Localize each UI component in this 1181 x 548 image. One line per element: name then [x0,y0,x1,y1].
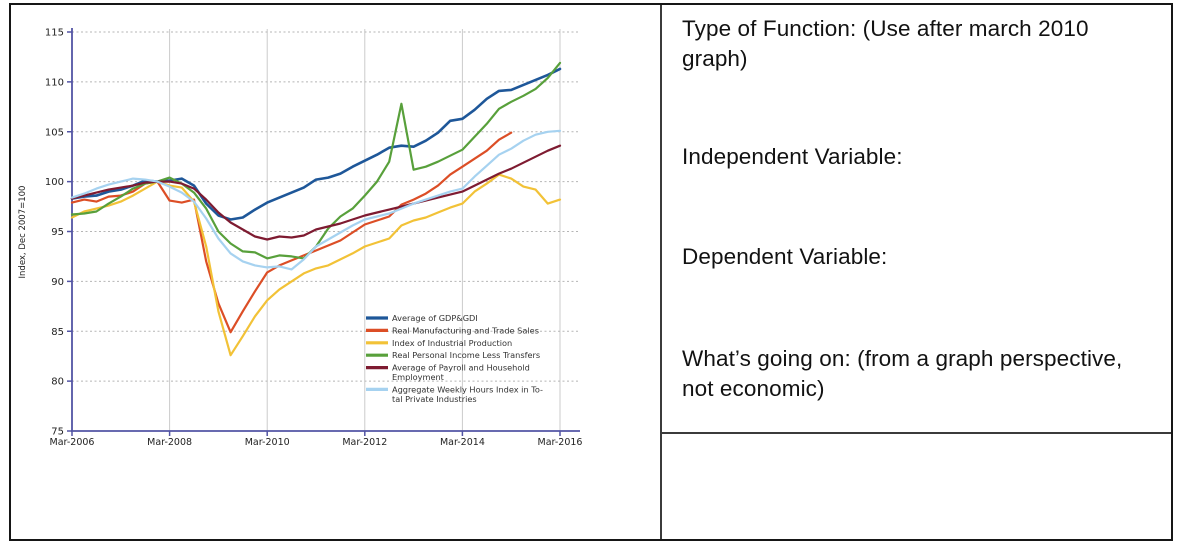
row-divider [662,432,1171,434]
series-line-1 [70,131,513,334]
svg-text:110: 110 [45,77,64,88]
series-line-4 [70,144,562,241]
series-lines [70,61,562,357]
svg-text:80: 80 [51,377,64,388]
svg-text:105: 105 [45,127,64,138]
legend-label-3: Real Personal Income Less Transfers [392,350,540,360]
worksheet-table: 75 80 85 90 95 100 105 110 115 Mar-2006 Mar-2008 Ma… [9,3,1173,541]
svg-text:115: 115 [45,28,64,39]
svg-text:85: 85 [51,327,64,338]
tick-labels: 75 80 85 90 95 100 105 110 115 Mar-2006 Mar-2008 Ma… [45,28,583,449]
series-line-2 [70,173,562,357]
question-whats-going-on: What’s going on: (from a graph perspecti… [682,346,1123,401]
svg-text:Mar-2012: Mar-2012 [342,437,387,448]
series-line-5 [70,129,562,271]
svg-text:Mar-2016: Mar-2016 [538,437,583,448]
legend-label-5: tal Private Industries [392,394,477,404]
chart-cell: 75 80 85 90 95 100 105 110 115 Mar-2006 Mar-2008 Ma… [11,5,660,539]
svg-text:95: 95 [51,227,64,238]
question-independent-variable: Independent Variable: [682,144,903,169]
economic-index-chart: 75 80 85 90 95 100 105 110 115 Mar-2006 Mar-2008 Ma… [18,28,583,449]
svg-text:75: 75 [51,427,64,438]
legend-label-4: Employment [392,372,445,382]
legend: Average of GDP&GDI Real Manufacturing and… [366,313,543,404]
legend-label-0: Average of GDP&GDI [392,313,478,323]
svg-text:90: 90 [51,277,64,288]
svg-text:Mar-2014: Mar-2014 [440,437,485,448]
questions-cell: Type of Function: (Use after march 2010 … [662,5,1171,539]
axes [67,28,580,436]
y-axis-label: Index, Dec 2007=100 [18,186,28,279]
svg-text:Mar-2010: Mar-2010 [245,437,290,448]
svg-text:Mar-2006: Mar-2006 [50,437,95,448]
legend-label-1: Real Manufacturing and Trade Sales [392,325,539,335]
series-line-0 [70,67,562,221]
legend-label-5: Aggregate Weekly Hours Index in To- [392,384,543,394]
gridlines [72,29,580,431]
question-dependent-variable: Dependent Variable: [682,244,888,269]
legend-label-2: Index of Industrial Production [392,338,512,348]
column-divider [660,5,662,539]
legend-label-4: Average of Payroll and Household [392,363,530,373]
svg-text:Mar-2008: Mar-2008 [147,437,192,448]
question-type-of-function: Type of Function: (Use after march 2010 … [682,16,1089,71]
svg-text:100: 100 [45,177,64,188]
